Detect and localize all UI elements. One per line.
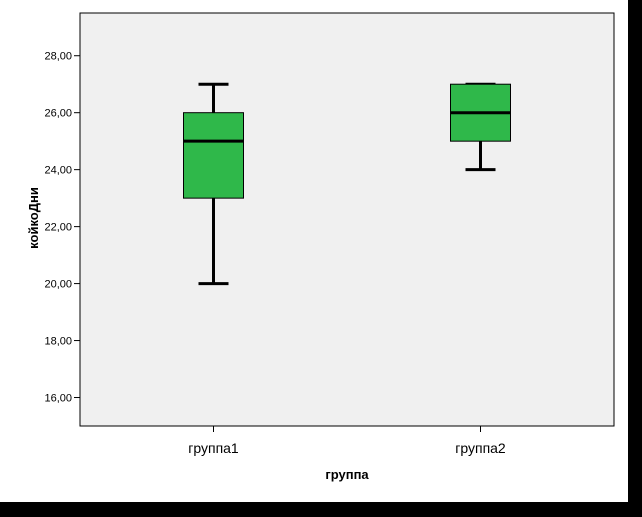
y-axis: 16,00 18,00 20,00 22,00 24,00 26,00 28,00 bbox=[44, 51, 80, 405]
y-tick-label: 22,00 bbox=[44, 222, 72, 234]
x-tick-label: группа1 bbox=[188, 440, 239, 456]
y-tick-label: 20,00 bbox=[44, 279, 72, 291]
x-axis-title: группа bbox=[325, 467, 369, 482]
y-tick-label: 16,00 bbox=[44, 393, 72, 405]
y-tick-label: 18,00 bbox=[44, 336, 72, 348]
y-axis-title: койкоДни bbox=[26, 187, 41, 249]
y-tick-label: 26,00 bbox=[44, 108, 72, 120]
box-series bbox=[183, 82, 511, 286]
x-axis: группа1 группа2 bbox=[188, 426, 506, 456]
y-tick-label: 28,00 bbox=[44, 51, 72, 63]
x-tick-label: группа2 bbox=[455, 440, 506, 456]
box-iqr bbox=[183, 112, 244, 199]
box-группа1 bbox=[183, 82, 244, 286]
y-tick-label: 24,00 bbox=[44, 165, 72, 177]
plot-area bbox=[79, 12, 615, 427]
box-группа2 bbox=[450, 82, 511, 172]
